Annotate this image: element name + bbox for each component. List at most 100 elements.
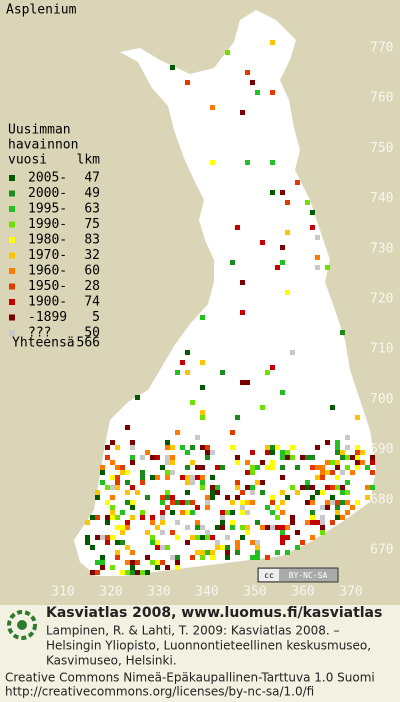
occurrence-square <box>170 470 175 475</box>
occurrence-square <box>195 505 200 510</box>
occurrence-square <box>275 525 280 530</box>
occurrence-square <box>215 490 220 495</box>
occurrence-square <box>335 510 340 515</box>
grid-x-label: 310 <box>51 585 74 600</box>
occurrence-square <box>175 555 180 560</box>
grid-y-label: 760 <box>370 91 393 106</box>
occurrence-square <box>160 515 165 520</box>
occurrence-square <box>270 465 275 470</box>
occurrence-square <box>240 535 245 540</box>
occurrence-square <box>255 480 260 485</box>
occurrence-square <box>150 540 155 545</box>
occurrence-square <box>305 200 310 205</box>
legend-label: 2005- <box>28 171 67 186</box>
occurrence-square <box>110 495 115 500</box>
occurrence-square <box>125 545 130 550</box>
occurrence-square <box>120 540 125 545</box>
occurrence-square <box>330 500 335 505</box>
occurrence-square <box>300 455 305 460</box>
occurrence-square <box>370 470 375 475</box>
occurrence-square <box>245 510 250 515</box>
occurrence-square <box>270 495 275 500</box>
legend-count: 83 <box>84 233 100 248</box>
occurrence-square <box>215 540 220 545</box>
occurrence-square <box>250 450 255 455</box>
occurrence-square <box>330 460 335 465</box>
occurrence-square <box>105 515 110 520</box>
occurrence-square <box>235 480 240 485</box>
occurrence-square <box>255 550 260 555</box>
occurrence-square <box>280 475 285 480</box>
occurrence-square <box>325 440 330 445</box>
occurrence-square <box>190 500 195 505</box>
occurrence-square <box>150 520 155 525</box>
legend-swatch <box>9 237 15 243</box>
occurrence-square <box>160 520 165 525</box>
occurrence-square <box>160 500 165 505</box>
occurrence-square <box>190 445 195 450</box>
occurrence-square <box>100 535 105 540</box>
occurrence-square <box>340 470 345 475</box>
occurrence-square <box>165 495 170 500</box>
occurrence-square <box>335 450 340 455</box>
occurrence-square <box>130 570 135 575</box>
occurrence-square <box>325 500 330 505</box>
legend-total-label: Yhteensä <box>12 336 75 351</box>
legend-count: 75 <box>84 217 100 232</box>
occurrence-square <box>125 525 130 530</box>
occurrence-square <box>175 370 180 375</box>
occurrence-square <box>130 505 135 510</box>
occurrence-square <box>95 490 100 495</box>
occurrence-square <box>205 535 210 540</box>
occurrence-square <box>220 520 225 525</box>
occurrence-square <box>205 550 210 555</box>
occurrence-square <box>280 490 285 495</box>
occurrence-square <box>145 530 150 535</box>
occurrence-square <box>210 450 215 455</box>
occurrence-square <box>200 480 205 485</box>
legend-swatch <box>9 299 15 305</box>
occurrence-square <box>240 525 245 530</box>
occurrence-square <box>110 475 115 480</box>
occurrence-square <box>115 475 120 480</box>
occurrence-square <box>320 530 325 535</box>
occurrence-square <box>210 555 215 560</box>
occurrence-square <box>115 515 120 520</box>
occurrence-square <box>160 495 165 500</box>
legend-heading: havainnon <box>8 138 78 153</box>
occurrence-square <box>200 465 205 470</box>
occurrence-square <box>130 515 135 520</box>
occurrence-square <box>285 495 290 500</box>
occurrence-square <box>165 545 170 550</box>
occurrence-square <box>155 475 160 480</box>
occurrence-square <box>90 570 95 575</box>
occurrence-square <box>345 500 350 505</box>
occurrence-square <box>135 395 140 400</box>
occurrence-square <box>250 555 255 560</box>
occurrence-square <box>205 495 210 500</box>
occurrence-square <box>130 560 135 565</box>
occurrence-square <box>280 455 285 460</box>
legend-count: 60 <box>84 264 100 279</box>
occurrence-square <box>245 460 250 465</box>
occurrence-square <box>295 465 300 470</box>
occurrence-square <box>90 515 95 520</box>
occurrence-square <box>265 465 270 470</box>
occurrence-square <box>320 490 325 495</box>
occurrence-square <box>335 500 340 505</box>
occurrence-square <box>320 475 325 480</box>
occurrence-square <box>260 240 265 245</box>
occurrence-square <box>350 505 355 510</box>
occurrence-square <box>180 445 185 450</box>
occurrence-square <box>155 525 160 530</box>
legend-swatch <box>9 190 15 197</box>
occurrence-square <box>270 460 275 465</box>
occurrence-square <box>130 455 135 460</box>
occurrence-square <box>150 535 155 540</box>
occurrence-square <box>220 525 225 530</box>
occurrence-square <box>335 445 340 450</box>
grid-y-label: 700 <box>370 392 393 407</box>
occurrence-square <box>370 455 375 460</box>
grid-x-label: 330 <box>147 585 170 600</box>
